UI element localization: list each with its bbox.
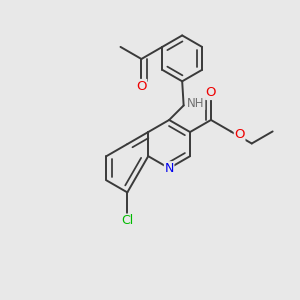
Text: O: O — [206, 86, 216, 99]
Text: O: O — [234, 128, 245, 141]
Text: N: N — [164, 162, 174, 175]
Text: O: O — [136, 80, 147, 92]
Text: NH: NH — [187, 97, 205, 110]
Text: Cl: Cl — [121, 214, 134, 227]
